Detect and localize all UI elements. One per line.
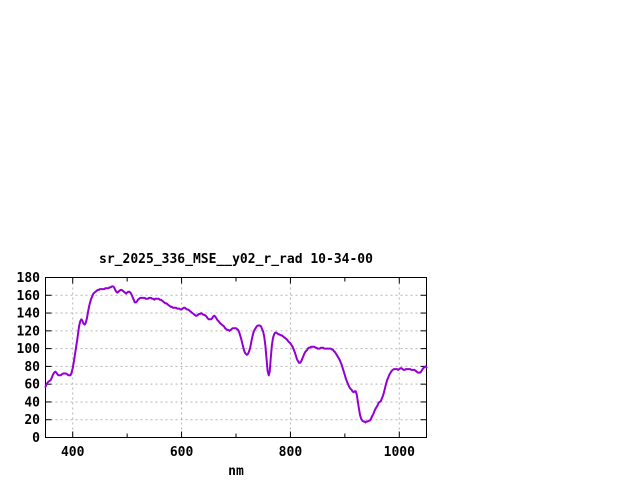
chart-title: sr_2025_336_MSE__y02_r_rad 10-34-00 (99, 252, 373, 267)
y-tick-label: 180 (17, 271, 41, 286)
plot-border (45, 277, 427, 438)
y-tick-label: 60 (24, 378, 40, 393)
x-tick-labels: 400 600 800 1000 (61, 445, 415, 460)
y-tick-label: 160 (17, 289, 41, 304)
axis-ticks (45, 277, 427, 438)
y-tick-label: 40 (24, 395, 40, 410)
y-tick-label: 120 (17, 324, 41, 339)
y-tick-label: 140 (17, 307, 41, 322)
x-tick-label: 400 (61, 445, 85, 460)
grid-lines (45, 277, 427, 438)
y-tick-label: 100 (17, 342, 41, 357)
x-axis-label: nm (228, 464, 244, 479)
x-tick-label: 600 (170, 445, 194, 460)
x-tick-label: 800 (279, 445, 303, 460)
y-tick-label: 80 (24, 360, 40, 375)
y-tick-labels: 0 20 40 60 80 100 120 140 160 180 (17, 271, 41, 446)
y-tick-label: 0 (32, 431, 40, 446)
x-tick-label: 1000 (384, 445, 415, 460)
y-tick-label: 20 (24, 413, 40, 428)
spectrum-line (44, 285, 428, 424)
